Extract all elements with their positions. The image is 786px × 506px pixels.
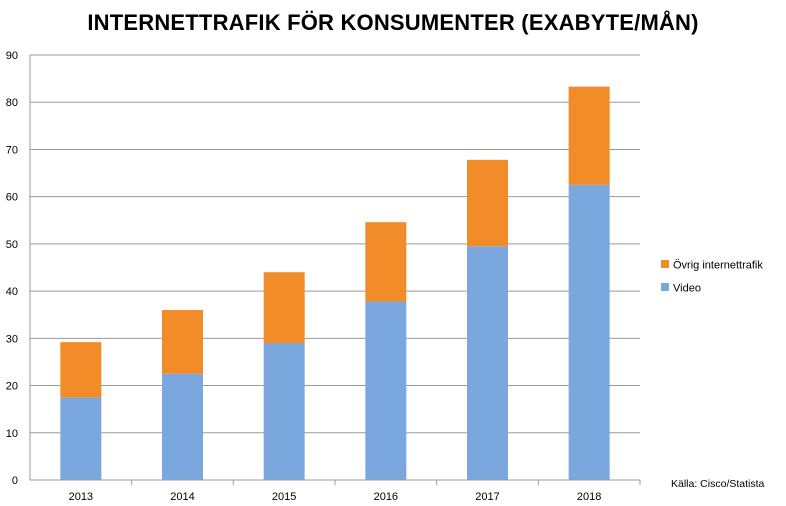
bar-video-2013 bbox=[60, 397, 102, 480]
legend: Övrig internettrafik Video bbox=[661, 260, 763, 295]
y-tick-label: 20 bbox=[6, 381, 18, 393]
legend-label: Övrig internettrafik bbox=[673, 260, 763, 272]
y-tick-label: 60 bbox=[6, 192, 18, 204]
bar-video-2014 bbox=[162, 373, 203, 480]
x-tick-label: 2016 bbox=[374, 491, 398, 503]
x-tick-label: 2014 bbox=[170, 491, 194, 503]
x-tick-label: 2013 bbox=[69, 491, 93, 503]
legend-swatch bbox=[661, 283, 669, 291]
y-tick-label: 70 bbox=[6, 144, 18, 156]
source-note: Källa: Cisco/Statista bbox=[671, 478, 765, 490]
legend-label: Video bbox=[673, 283, 701, 295]
bar-ovrig-2013 bbox=[60, 342, 102, 398]
bars bbox=[60, 86, 610, 480]
x-tick-label: 2017 bbox=[475, 491, 499, 503]
y-tick-label: 10 bbox=[6, 428, 18, 440]
legend-swatch bbox=[661, 260, 669, 268]
bar-ovrig-2016 bbox=[365, 222, 407, 302]
y-tick-label: 90 bbox=[6, 50, 18, 62]
chart-title: INTERNETTRAFIK FÖR KONSUMENTER (EXABYTE/… bbox=[87, 10, 699, 35]
bar-ovrig-2014 bbox=[162, 310, 203, 374]
y-tick-label: 30 bbox=[6, 333, 18, 345]
bar-ovrig-2017 bbox=[467, 159, 508, 247]
y-tick-label: 50 bbox=[6, 239, 18, 251]
bar-video-2017 bbox=[467, 246, 508, 480]
bar-ovrig-2015 bbox=[263, 272, 305, 344]
gridlines bbox=[30, 54, 640, 434]
bar-video-2015 bbox=[263, 343, 305, 480]
y-tick-label: 0 bbox=[12, 475, 18, 487]
y-tick-label: 80 bbox=[6, 97, 18, 109]
bar-ovrig-2018 bbox=[568, 86, 610, 185]
x-tick-label: 2015 bbox=[272, 491, 296, 503]
axes: 0 10 20 30 40 50 60 70 80 90 2013 2014 2015 2016 2017 2… bbox=[6, 50, 641, 503]
x-tick-label: 2018 bbox=[577, 491, 601, 503]
y-tick-label: 40 bbox=[6, 286, 18, 298]
bar-video-2018 bbox=[568, 184, 610, 480]
bar-video-2016 bbox=[365, 301, 407, 480]
